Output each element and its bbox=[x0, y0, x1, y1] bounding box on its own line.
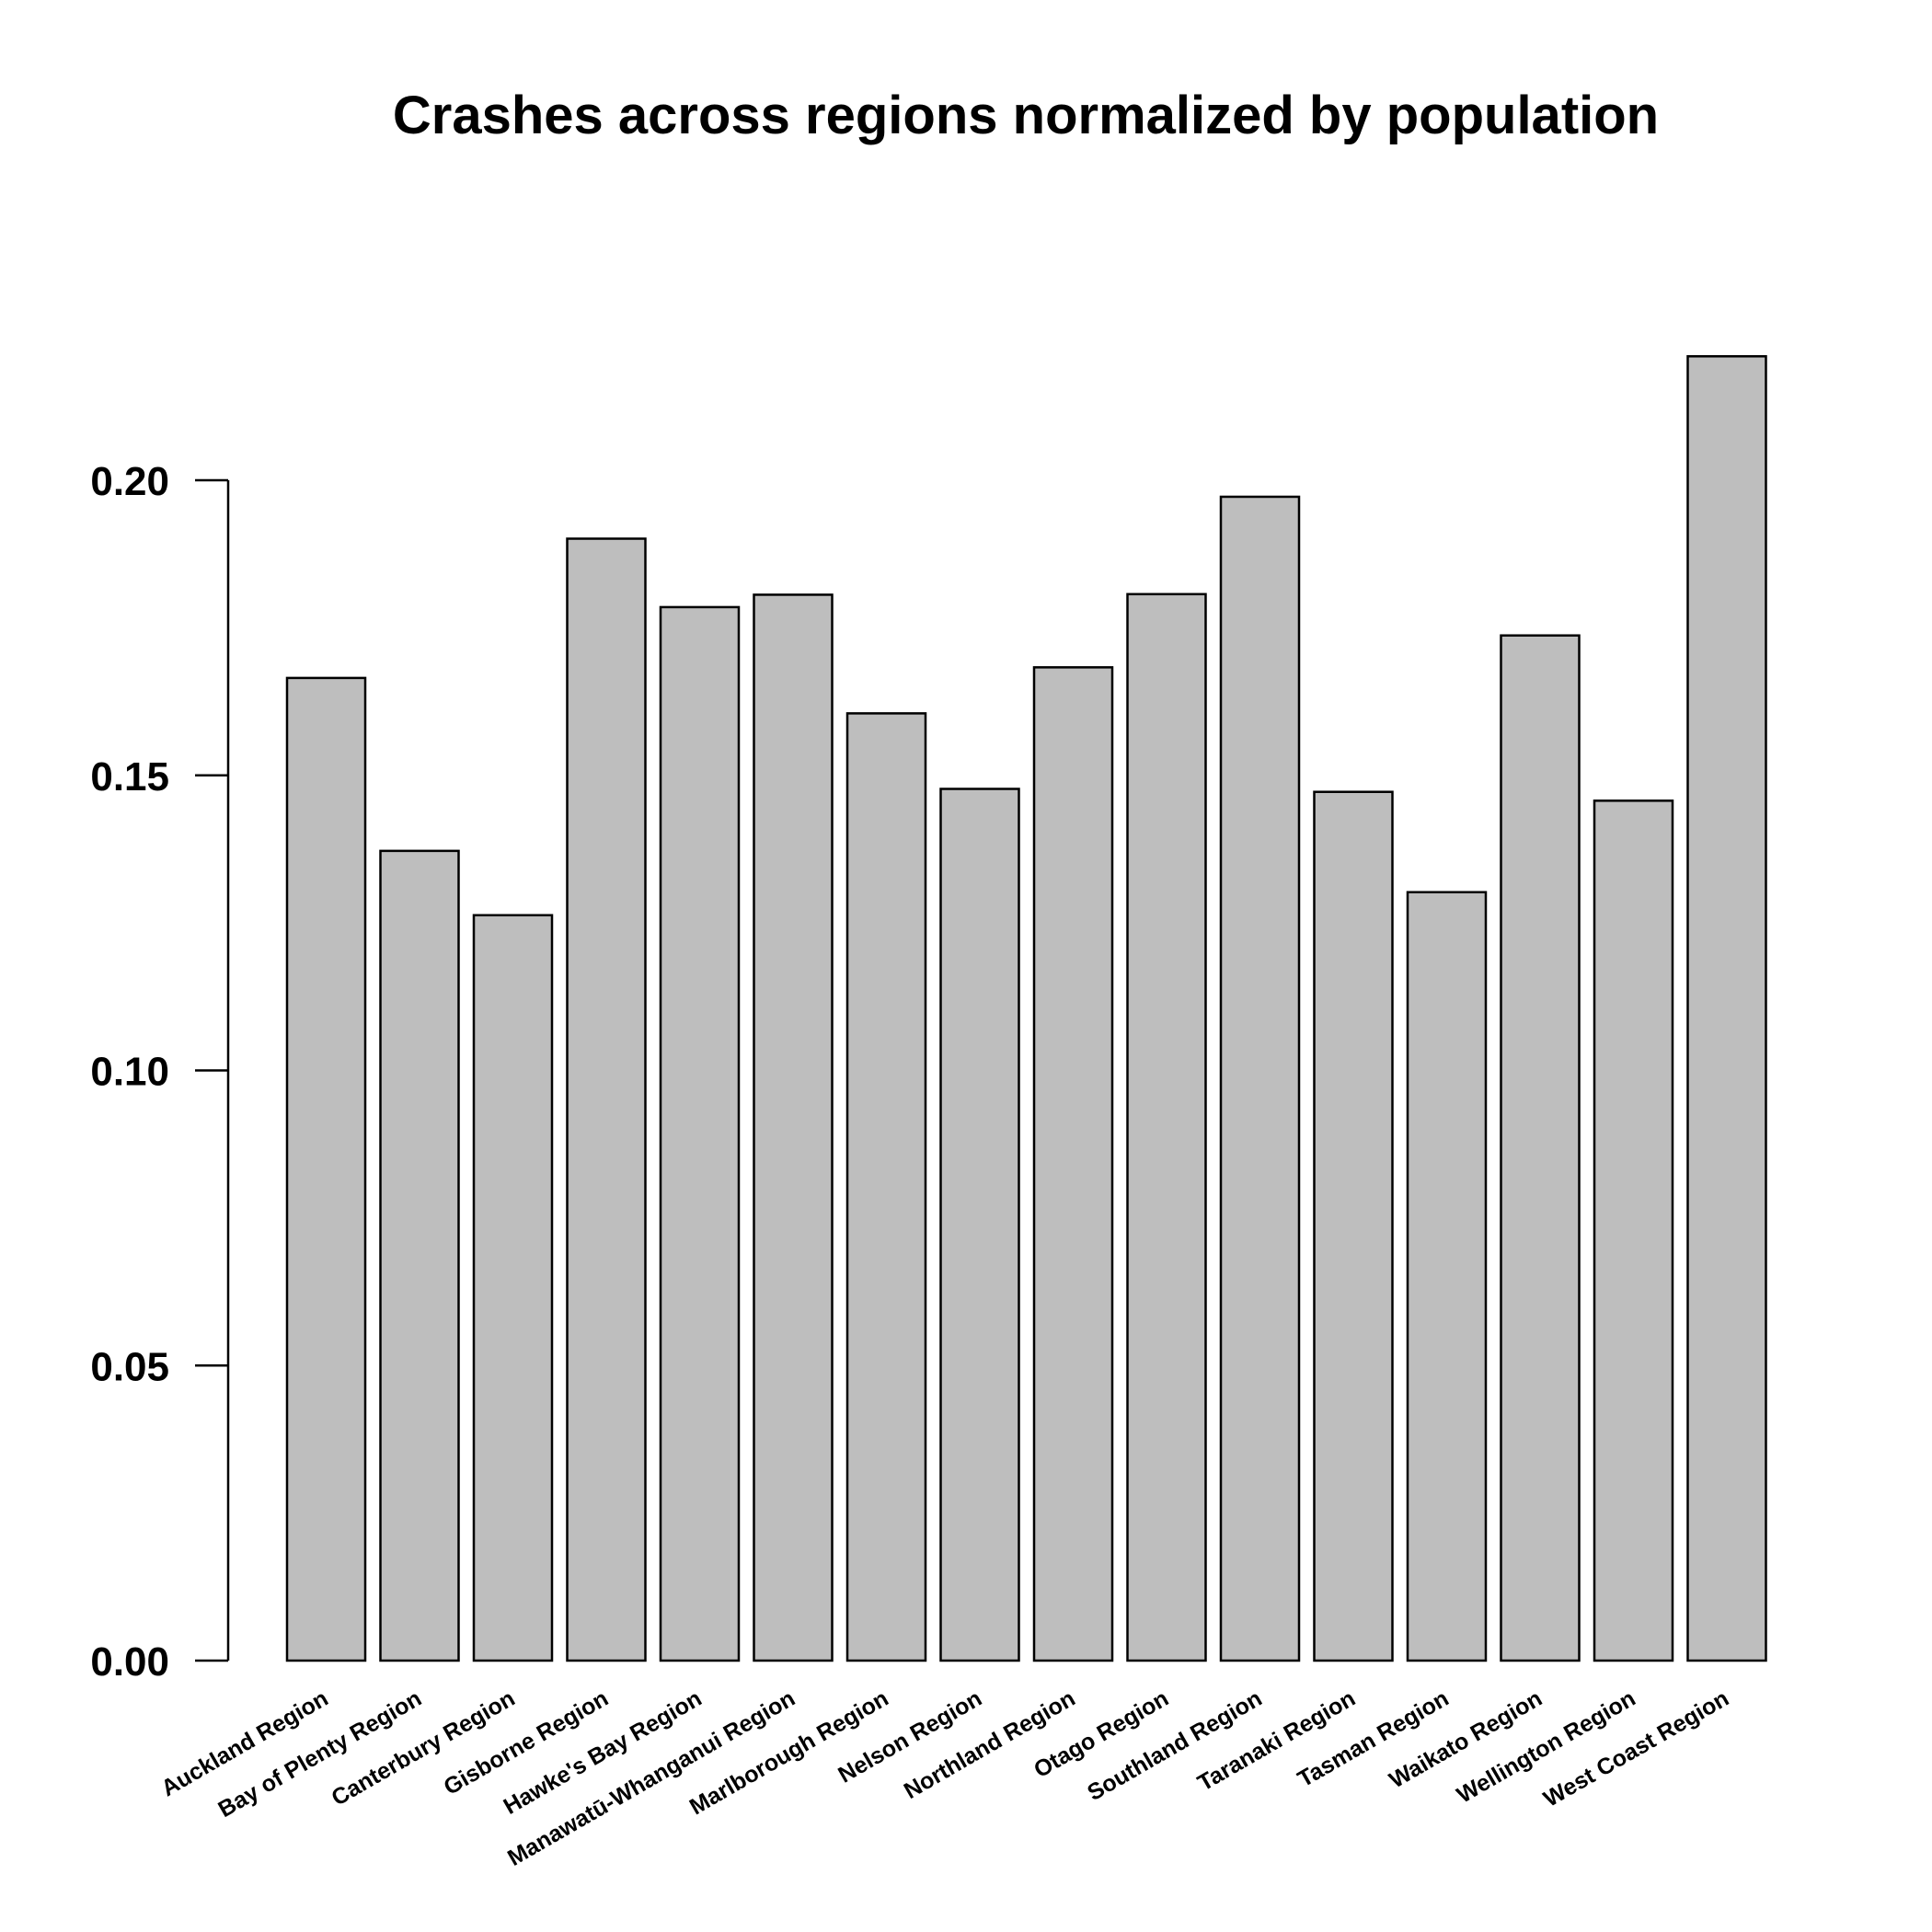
bar bbox=[1219, 495, 1301, 1662]
bars-group bbox=[285, 355, 1767, 1662]
bar bbox=[1126, 592, 1207, 1662]
bar bbox=[1406, 891, 1488, 1662]
bar bbox=[939, 788, 1020, 1662]
bar bbox=[1032, 666, 1114, 1662]
bar bbox=[1500, 634, 1581, 1662]
y-axis: 0.00 0.05 0.10 0.15 0.20 bbox=[90, 459, 230, 1685]
y-tick-label: 0.05 bbox=[90, 1344, 169, 1389]
bar bbox=[659, 605, 741, 1662]
y-tick-label: 0.00 bbox=[90, 1639, 169, 1685]
y-tick-label: 0.15 bbox=[90, 754, 169, 799]
bar bbox=[472, 914, 554, 1662]
bar bbox=[753, 593, 834, 1662]
chart-title: Crashes across regions normalized by pop… bbox=[393, 86, 1659, 145]
bar bbox=[1313, 790, 1394, 1662]
bar bbox=[285, 676, 367, 1662]
bar bbox=[1593, 799, 1674, 1662]
y-tick-label: 0.10 bbox=[90, 1050, 169, 1095]
bar bbox=[566, 537, 647, 1662]
y-tick-label: 0.20 bbox=[90, 459, 169, 504]
bar bbox=[845, 712, 927, 1662]
bar bbox=[379, 849, 460, 1662]
bar bbox=[1686, 355, 1767, 1662]
